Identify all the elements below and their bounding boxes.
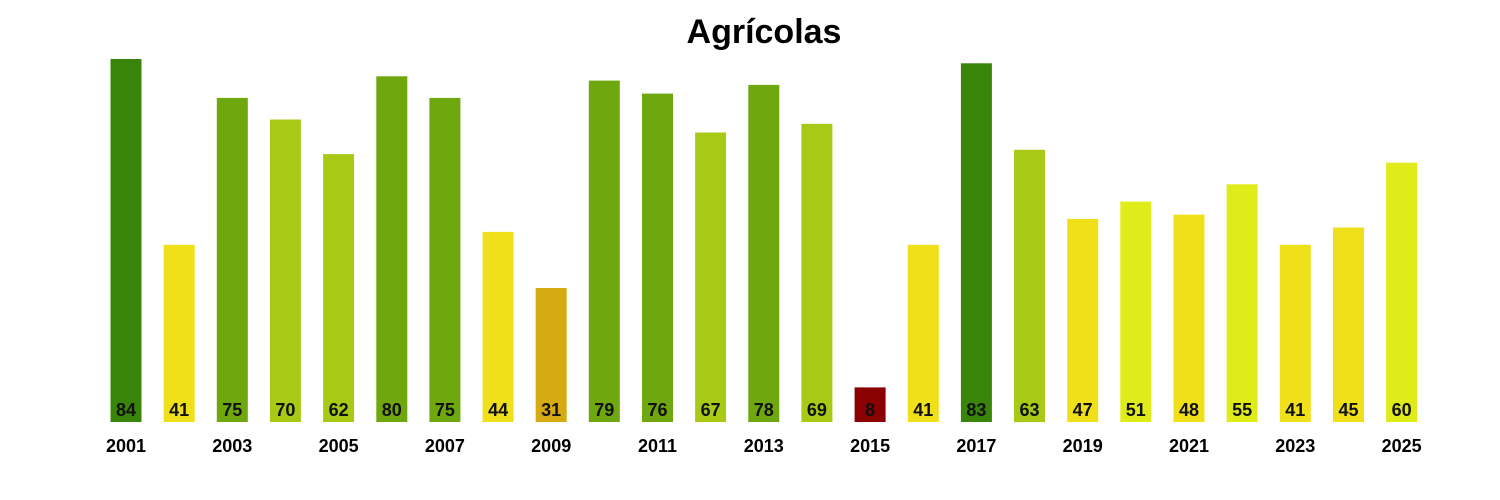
bar-2024 — [1333, 227, 1364, 422]
bar-2017 — [960, 63, 992, 423]
bar-2008 — [482, 231, 514, 422]
value-label-2006: 80 — [382, 400, 402, 420]
value-label-2015: 8 — [865, 400, 875, 420]
value-label-2019: 47 — [1073, 400, 1093, 420]
value-label-2011: 76 — [647, 400, 667, 420]
bar-2007 — [429, 97, 461, 423]
x-tick-label-2019: 2019 — [1063, 436, 1103, 456]
bar-2018 — [1014, 149, 1045, 423]
bar-2014 — [801, 123, 833, 423]
x-tick-label-2017: 2017 — [956, 436, 996, 456]
chart-title: Agrícolas — [687, 13, 842, 51]
value-label-2001: 84 — [116, 400, 136, 420]
x-tick-label-2005: 2005 — [319, 436, 359, 456]
x-tick-label-2021: 2021 — [1169, 436, 1209, 456]
value-label-2016: 41 — [913, 400, 933, 420]
bar-2005 — [323, 154, 355, 422]
value-label-2021: 48 — [1179, 400, 1199, 420]
bar-2006 — [376, 76, 408, 423]
bar-2015 — [854, 387, 886, 422]
bar-2010 — [588, 80, 620, 422]
value-label-2009: 31 — [541, 400, 561, 420]
bars-layer — [110, 59, 1418, 423]
x-tick-label-2015: 2015 — [850, 436, 890, 456]
bar-2023 — [1279, 244, 1311, 422]
value-label-2008: 44 — [488, 400, 508, 420]
value-label-2002: 41 — [169, 400, 189, 420]
x-tick-label-2007: 2007 — [425, 436, 465, 456]
value-label-2020: 51 — [1126, 400, 1146, 420]
value-label-2005: 62 — [329, 400, 349, 420]
bar-2002 — [163, 244, 195, 422]
x-tick-label-2023: 2023 — [1275, 436, 1315, 456]
value-label-2017: 83 — [966, 400, 986, 420]
bar-2022 — [1226, 184, 1258, 422]
value-label-2018: 63 — [1019, 400, 1039, 420]
value-labels-layer: 84 41 75 70 62 80 75 44 31 79 76 67 78 69 8 41 83 63 47 51 4… — [116, 400, 1412, 420]
value-label-2024: 45 — [1338, 400, 1358, 420]
value-label-2004: 70 — [275, 400, 295, 420]
bar-2012 — [695, 132, 727, 422]
x-tick-label-2003: 2003 — [212, 436, 252, 456]
x-tick-label-2011: 2011 — [638, 436, 677, 456]
value-label-2013: 78 — [754, 400, 774, 420]
value-label-2012: 67 — [701, 400, 721, 420]
bar-2009 — [535, 288, 567, 422]
bar-2021 — [1173, 214, 1205, 422]
bar-2004 — [269, 119, 301, 422]
x-tick-label-2009: 2009 — [531, 436, 571, 456]
bar-2019 — [1067, 218, 1099, 422]
value-label-2007: 75 — [435, 400, 455, 420]
value-label-2022: 55 — [1232, 400, 1252, 420]
bar-2011 — [642, 93, 673, 422]
value-label-2014: 69 — [807, 400, 827, 420]
bar-2016 — [907, 244, 939, 422]
x-tick-label-2001: 2001 — [106, 436, 146, 456]
x-tick-label-2013: 2013 — [744, 436, 784, 456]
x-tick-label-2025: 2025 — [1382, 436, 1422, 456]
value-label-2023: 41 — [1285, 400, 1305, 420]
bar-2001 — [110, 59, 142, 422]
value-label-2025: 60 — [1392, 400, 1412, 420]
bar-2003 — [216, 97, 248, 423]
value-label-2003: 75 — [222, 400, 242, 420]
bar-2025 — [1386, 162, 1418, 422]
x-axis-tick-labels: 2001 2003 2005 2007 2009 2011 2013 2015 2017 2019… — [106, 436, 1422, 456]
bar-2020 — [1120, 201, 1152, 422]
value-label-2010: 79 — [594, 400, 614, 420]
bar-2013 — [748, 84, 780, 423]
